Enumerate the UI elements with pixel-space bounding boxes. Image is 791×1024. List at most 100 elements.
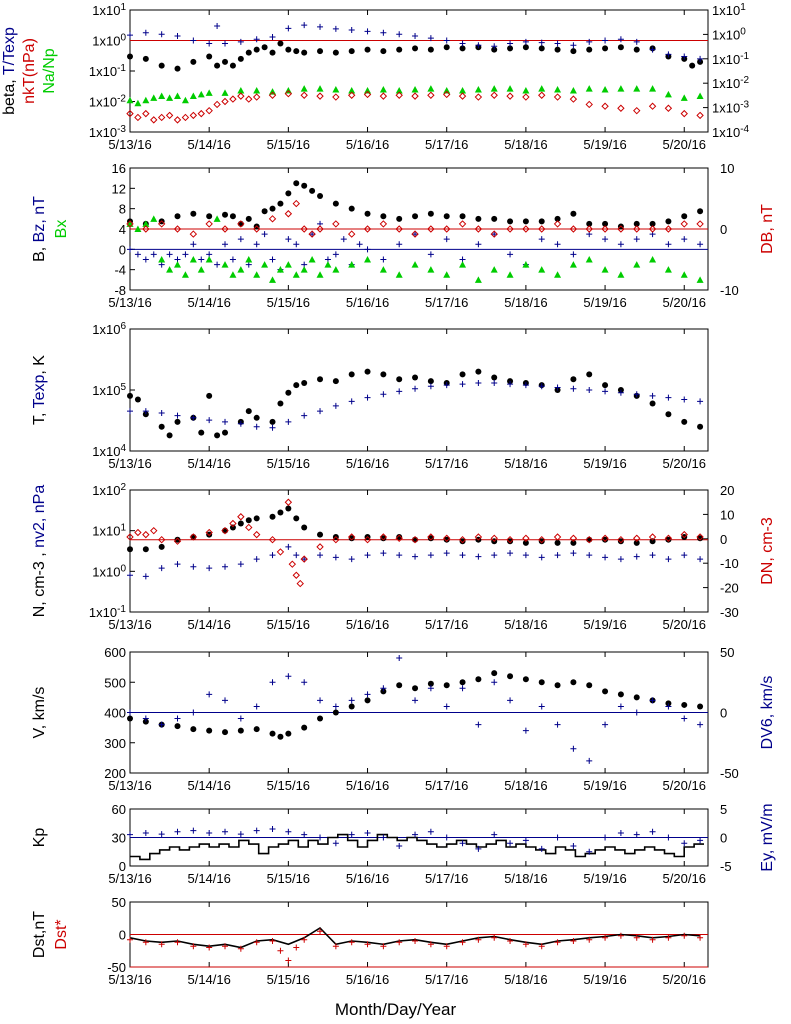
data-point [364, 210, 371, 217]
data-point [285, 505, 292, 512]
y-tick-label-left: 1x105 [92, 382, 126, 398]
data-point [570, 385, 577, 392]
data-point [554, 46, 561, 53]
data-point [570, 745, 577, 752]
data-point [205, 220, 213, 228]
y-tick-label-left: 4 [119, 222, 126, 237]
data-point [617, 44, 624, 51]
data-point [554, 86, 562, 93]
data-point [364, 246, 371, 253]
data-point [491, 934, 498, 941]
data-point [601, 534, 609, 542]
data-point [174, 561, 181, 568]
data-point [190, 943, 197, 950]
data-point [696, 92, 704, 99]
data-point [126, 96, 134, 104]
x-tick-label: 5/17/16 [425, 617, 468, 632]
data-point [602, 721, 609, 728]
y-tick-label-right: 0 [720, 222, 727, 237]
data-point [222, 563, 229, 570]
data-point [127, 572, 133, 579]
data-point [680, 271, 688, 278]
data-point [229, 62, 236, 69]
data-point [681, 840, 688, 847]
y-tick-label-left: 1x106 [92, 321, 126, 337]
data-point [696, 111, 704, 120]
data-point [174, 536, 181, 543]
data-point [443, 382, 450, 389]
data-point [332, 709, 339, 716]
data-point [268, 215, 277, 223]
data-point [570, 210, 577, 217]
data-point [142, 715, 149, 722]
data-point [649, 85, 657, 92]
data-point [317, 697, 324, 704]
y-tick-label-right: -50 [720, 766, 739, 781]
data-point [538, 554, 545, 561]
data-point [649, 538, 656, 545]
data-point [475, 553, 482, 560]
data-point [277, 947, 284, 954]
data-point [459, 939, 466, 946]
data-point [411, 261, 419, 268]
x-axis-title: Month/Day/Year [334, 1000, 457, 1019]
data-point [269, 34, 276, 41]
data-point [649, 400, 656, 407]
data-point [570, 843, 577, 850]
data-point [554, 552, 561, 559]
data-point [205, 528, 213, 537]
data-point [412, 374, 419, 381]
data-point [602, 388, 609, 395]
data-point [229, 95, 237, 103]
data-point [364, 691, 371, 698]
data-point [649, 697, 656, 704]
data-point [134, 528, 142, 537]
data-point [664, 534, 673, 542]
data-point [507, 218, 514, 225]
data-point [142, 718, 149, 725]
data-point [134, 99, 142, 107]
data-point [253, 46, 260, 53]
data-point [475, 42, 482, 49]
y-tick-label-left: 1x101 [92, 523, 126, 539]
data-point [237, 236, 244, 243]
data-point [491, 215, 498, 222]
data-point [158, 941, 165, 948]
y-tick-label-left: 300 [104, 736, 126, 751]
data-point [237, 266, 245, 273]
data-point [166, 266, 174, 273]
data-point [261, 231, 268, 238]
data-point [427, 85, 435, 92]
x-tick-label: 5/13/16 [108, 972, 151, 987]
data-point [269, 276, 277, 283]
data-point [554, 40, 561, 47]
data-point [633, 553, 640, 560]
data-point [269, 256, 276, 263]
x-tick-label: 5/15/16 [267, 871, 310, 886]
series-blue [127, 543, 704, 580]
data-point [681, 418, 688, 425]
data-point [553, 220, 562, 228]
data-point [158, 565, 165, 572]
data-point [126, 220, 134, 228]
panel-v: 5/13/16 5/14/16 5/15/16 5/16/16 5/17/16 5/18/… [31, 645, 776, 793]
data-point [396, 31, 403, 38]
data-point [649, 828, 656, 835]
data-point [348, 371, 355, 378]
data-point [396, 939, 403, 946]
data-point [696, 220, 704, 228]
data-point [491, 670, 498, 677]
data-point [538, 679, 545, 686]
data-point [301, 380, 308, 387]
data-point [507, 45, 514, 52]
data-point [490, 85, 498, 92]
data-point [317, 376, 324, 383]
panel-n: 5/13/16 5/14/16 5/15/16 5/16/16 5/17/16 5/18/… [31, 482, 776, 632]
data-point [165, 111, 174, 120]
data-point [142, 55, 149, 62]
data-point [316, 225, 324, 233]
data-point [396, 552, 403, 559]
data-point [379, 220, 388, 228]
data-point [309, 187, 316, 194]
data-point [245, 261, 252, 268]
